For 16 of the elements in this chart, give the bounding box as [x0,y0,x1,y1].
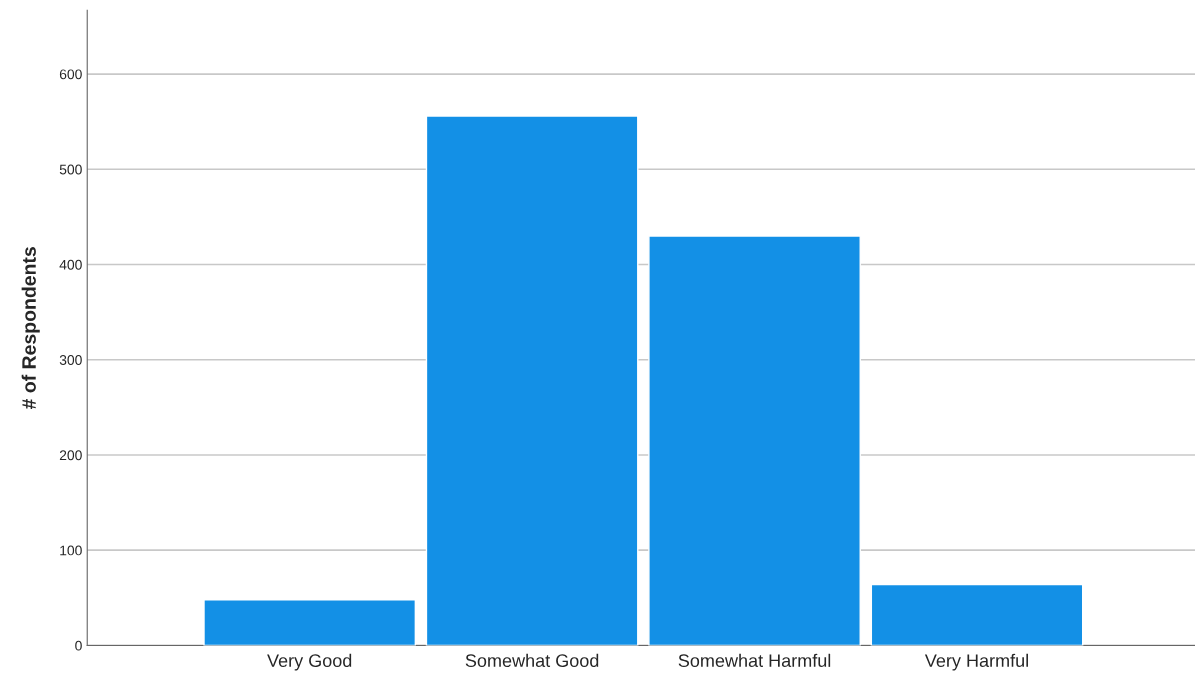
y-tick-label: 200 [59,450,82,461]
bar [648,235,861,646]
y-tick-label: 0 [75,640,82,651]
x-tick-label: Somewhat Good [465,653,599,668]
x-tick-label: Very Good [267,653,352,671]
y-tick-label: 600 [59,69,82,80]
y-tick-label: 100 [60,545,82,556]
y-tick-label: 500 [59,164,82,175]
x-tick-label: Somewhat Harmful [678,653,831,668]
x-tick-label: Very Harmful [924,653,1028,671]
y-tick-label: 400 [59,259,82,270]
y-tick-label: 300 [59,355,82,365]
bar [425,115,639,646]
bar [203,599,417,646]
y-axis-title: # of Respondents [21,247,40,410]
bar [870,583,1084,646]
